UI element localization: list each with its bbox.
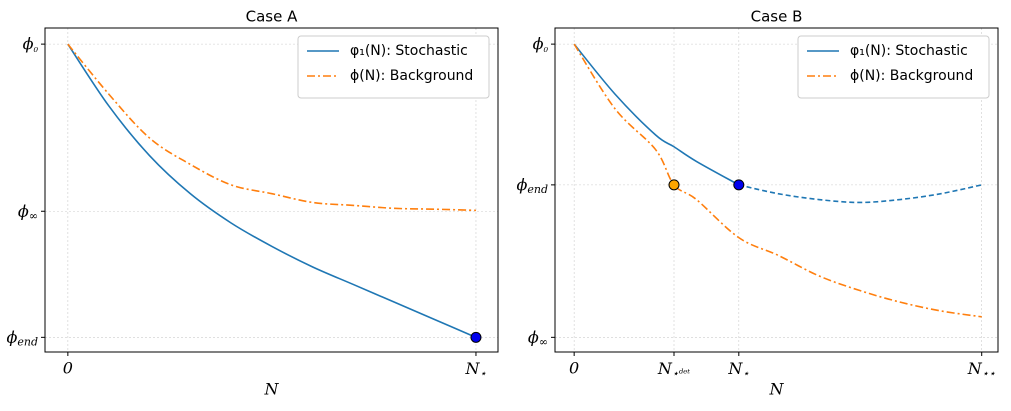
- x-tick-label: N⋆⋆: [967, 359, 996, 381]
- x-tick-label: 0: [63, 359, 73, 378]
- panel-title: Case A: [246, 8, 298, 26]
- series-line: [738, 184, 982, 204]
- x-axis-label: N: [769, 380, 785, 399]
- x-axis-label: N: [264, 380, 280, 399]
- y-tick-label: ϕ₀: [23, 34, 39, 56]
- x-tick-label: 0: [569, 359, 579, 378]
- legend-box: [297, 35, 490, 99]
- marker: [470, 331, 482, 343]
- legend-label: φ₁(N): Stochastic: [350, 43, 468, 59]
- plot-frame: [44, 27, 499, 353]
- y-tick-label: ϕ∞: [18, 201, 38, 223]
- series-line: [67, 43, 477, 339]
- x-tick-label: N⋆: [465, 359, 487, 381]
- series-line: [573, 43, 982, 318]
- legend-box: [797, 35, 990, 99]
- y-tick-label: ϕend: [6, 327, 38, 349]
- legend-label: ϕ(N): Background: [350, 68, 473, 84]
- marker: [668, 179, 680, 191]
- plot-frame: [554, 27, 999, 353]
- x-tick-label: N⋆ᵈᵉᵗ: [657, 359, 691, 381]
- marker: [733, 179, 745, 191]
- y-tick-label: ϕ₀: [533, 34, 549, 56]
- legend-label: ϕ(N): Background: [850, 68, 973, 84]
- series-line: [67, 43, 476, 212]
- legend-label: φ₁(N): Stochastic: [850, 43, 968, 59]
- y-tick-label: ϕend: [516, 174, 548, 196]
- series-line: [573, 43, 740, 186]
- x-tick-label: N⋆: [727, 359, 749, 381]
- y-tick-label: ϕ∞: [528, 327, 548, 349]
- panel-title: Case B: [751, 8, 803, 26]
